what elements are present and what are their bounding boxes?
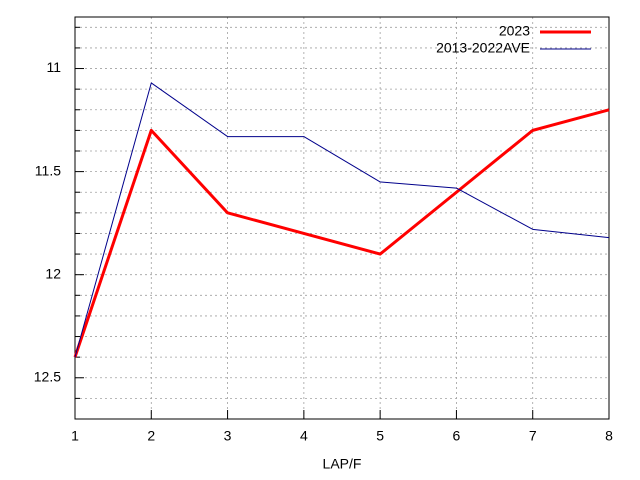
x-tick-label: 4 [300, 428, 308, 444]
x-tick-label: 7 [529, 428, 537, 444]
legend-label: 2013-2022AVE [436, 40, 530, 56]
series-line [74, 82, 610, 358]
y-tick-label: 12 [45, 265, 61, 281]
plot-frame [74, 16, 610, 420]
x-axis-label: LAP/F [323, 456, 362, 472]
series-line [73, 108, 610, 358]
y-tick-label: 11 [46, 59, 61, 75]
x-tick-label: 6 [453, 428, 461, 444]
x-tick-label: 5 [376, 428, 384, 444]
x-tick-label: 2 [147, 428, 155, 444]
y-tick-label: 12.5 [34, 368, 61, 384]
x-tick-label: 8 [605, 428, 613, 444]
x-tick-label: 3 [224, 428, 232, 444]
x-tick-label: 1 [71, 428, 79, 444]
y-tick-label: 11.5 [35, 162, 61, 178]
legend-label: 2023 [499, 23, 530, 39]
